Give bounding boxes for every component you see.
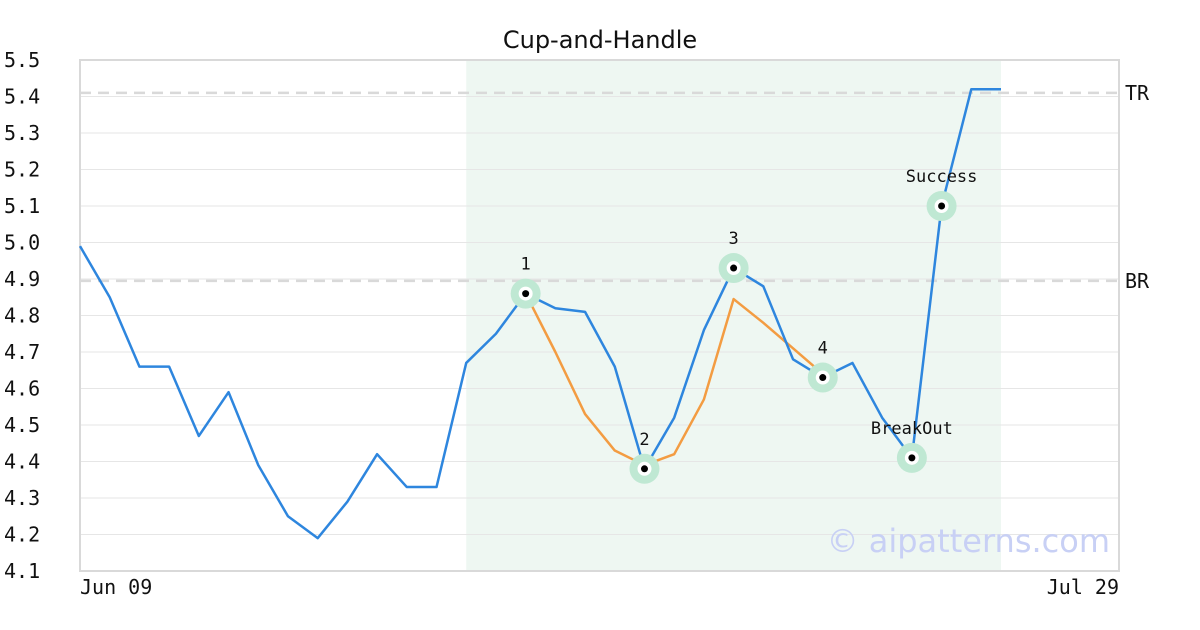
- y-tick-label: 5.0: [4, 231, 40, 255]
- plot-frame: [79, 59, 1120, 572]
- point-dot: [819, 374, 827, 382]
- y-tick-label: 4.1: [4, 559, 40, 583]
- y-tick-label: 4.8: [4, 304, 40, 328]
- reference-line-label: BR: [1125, 269, 1150, 293]
- y-tick-label: 4.7: [4, 340, 40, 364]
- series-line-orange: [524, 293, 824, 467]
- point-label: Success: [906, 167, 978, 187]
- y-tick-label: 4.6: [4, 377, 40, 401]
- point-label: 4: [818, 339, 828, 359]
- y-tick-label: 4.5: [4, 413, 40, 437]
- point-dot: [908, 454, 916, 462]
- y-tick-label: 4.2: [4, 523, 40, 547]
- chart-title: Cup-and-Handle: [503, 26, 697, 54]
- y-tick-label: 5.4: [4, 85, 40, 109]
- annotation-points: 1 2 3 4 BreakOut Success: [510, 167, 978, 484]
- y-tick-label: 5.2: [4, 158, 40, 182]
- y-tick-label: 5.5: [4, 48, 40, 72]
- reference-line-label: TR: [1125, 81, 1150, 105]
- y-tick-label: 4.9: [4, 267, 40, 291]
- y-tick-label: 5.3: [4, 121, 40, 145]
- x-tick-label: Jun 09: [80, 575, 152, 599]
- series-line-blue: [78, 87, 1001, 540]
- y-tick-label: 4.3: [4, 486, 40, 510]
- point-label: 2: [639, 430, 649, 450]
- y-tick-label: 4.4: [4, 450, 40, 474]
- point-dot: [938, 202, 946, 210]
- point-dot: [522, 290, 530, 298]
- y-tick-label: 5.1: [4, 194, 40, 218]
- point-label: BreakOut: [871, 419, 953, 439]
- point-label: 3: [728, 229, 738, 249]
- x-axis-ticks: Jun 09 Jul 29: [80, 575, 1119, 599]
- series-layer: [78, 87, 1001, 540]
- y-axis-ticks: 4.1 4.2 4.3 4.4 4.5 4.6 4.7 4.8 4.9 5.0 5.1 5.2 5.3 5…: [4, 48, 40, 583]
- watermark: © aipatterns.com: [827, 522, 1110, 560]
- point-dot: [640, 465, 648, 473]
- reference-lines: TR BR: [80, 81, 1150, 293]
- point-label: 1: [521, 255, 531, 275]
- point-dot: [730, 264, 738, 272]
- x-tick-label: Jul 29: [1047, 575, 1119, 599]
